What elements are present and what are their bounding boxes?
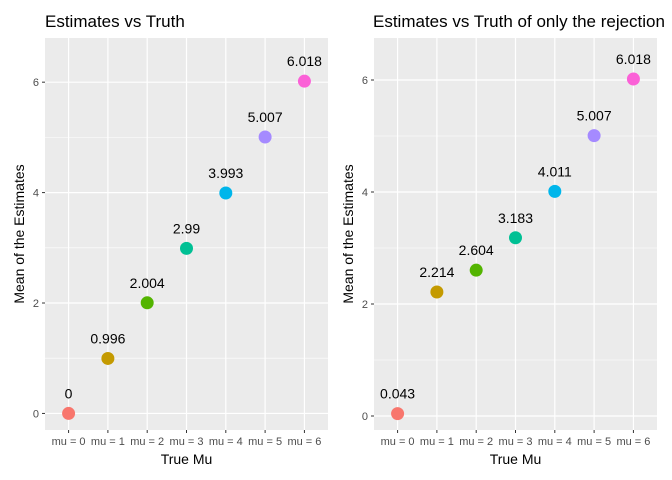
y-tick-label: 6 [33,77,39,89]
data-point [258,130,272,144]
data-point [297,74,311,88]
data-point [430,285,444,299]
data-label: 5.007 [577,108,612,124]
data-point [101,351,115,365]
chart-1-y-axis-title: Mean of the Estimates [11,164,27,303]
chart-2-grid [374,38,657,430]
data-label: 6.018 [287,53,322,69]
y-tick-label: 4 [362,187,368,199]
x-tick-label: mu = 5 [577,436,611,448]
data-point [509,231,522,245]
data-label: 2.214 [419,264,454,280]
data-point [548,184,562,198]
chart-2-x-axis-title: True Mu [490,451,542,467]
x-tick-label: mu = 6 [616,436,650,448]
data-label: 0.043 [380,386,415,402]
data-point [587,129,601,143]
x-tick-label: mu = 4 [209,436,243,448]
chart-1-grid [45,38,328,430]
y-tick-label: 2 [362,299,368,311]
data-point [626,72,640,86]
x-tick-label: mu = 6 [287,436,321,448]
data-label: 0.996 [90,330,125,346]
x-tick-label: mu = 0 [381,436,415,448]
data-label: 6.018 [616,51,651,67]
y-tick-label: 0 [33,408,39,420]
data-label: 0 [65,385,73,401]
chart-2-axes: 0 2 4 6 mu = 0 mu = 1 mu = 2 mu = 3 mu = 4 mu = 5… [362,75,651,448]
chart-1-x-axis-title: True Mu [161,451,213,467]
data-label: 2.604 [459,242,494,258]
data-point [180,241,193,255]
y-tick-label: 6 [362,75,368,87]
x-tick-label: mu = 2 [130,436,164,448]
y-tick-label: 2 [33,298,39,310]
panel-2: Estimates vs Truth of only the rejection… [340,12,665,467]
x-tick-label: mu = 3 [170,436,204,448]
data-label: 5.007 [248,109,283,125]
data-point [391,407,405,421]
data-label: 2.004 [130,275,165,291]
x-tick-label: mu = 0 [52,436,86,448]
y-tick-label: 4 [33,188,39,200]
data-label: 3.993 [208,165,243,181]
chart-1-title: Estimates vs Truth [45,12,185,31]
chart-1-axes: 0 2 4 6 mu = 0 mu = 1 mu = 2 mu = 3 mu = 4 mu = 5… [33,77,322,448]
x-tick-label: mu = 2 [459,436,493,448]
x-tick-label: mu = 4 [538,436,572,448]
x-tick-label: mu = 1 [420,436,454,448]
y-tick-label: 0 [362,411,368,423]
chart-1-marks: 0 0.996 2.004 2.99 3.993 5.007 6.018 [62,53,322,420]
data-label: 2.99 [173,220,200,236]
x-tick-label: mu = 3 [499,436,533,448]
panel-1: Estimates vs Truth 0 0.996 2.004 2.99 3.993 5… [11,12,328,467]
data-label: 4.011 [538,163,572,179]
chart-2-y-axis-title: Mean of the Estimates [340,164,356,303]
data-point [469,263,483,277]
data-point [62,406,76,420]
x-tick-label: mu = 1 [91,436,125,448]
data-point [140,296,154,310]
data-point [219,186,233,200]
x-tick-label: mu = 5 [248,436,282,448]
chart-2-title: Estimates vs Truth of only the rejection [373,12,665,31]
data-label: 3.183 [498,210,533,226]
